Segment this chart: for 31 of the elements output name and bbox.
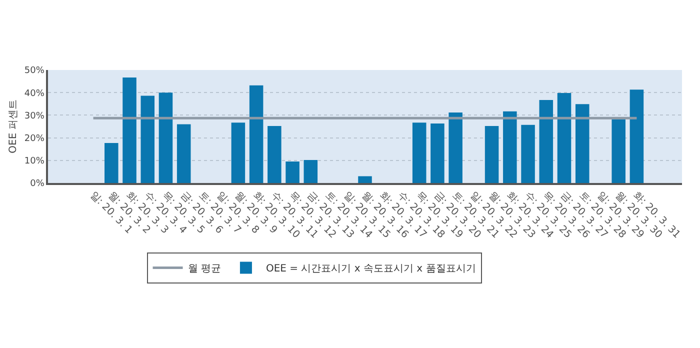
bar [484,126,499,183]
bar [575,104,590,183]
bar [176,124,191,183]
y-tick-label: 40% [24,88,45,99]
bar [448,112,462,183]
bar [286,162,300,183]
legend-label: 월 평균 [188,264,221,275]
bar [503,111,517,183]
bar [231,122,246,183]
legend-label: OEE = 시간표시기 x 속도표시기 x 품질표시기 [266,264,476,275]
bar [122,77,136,183]
bar [249,85,264,183]
y-tick-label: 50% [24,66,45,76]
bar [521,124,535,183]
bar [358,176,372,183]
bar [557,93,572,183]
bar [268,126,282,183]
bar [104,143,118,183]
y-tick-label: 30% [24,111,45,122]
bar [140,96,155,183]
bar [539,100,554,183]
bar [412,122,426,183]
bar [158,92,173,183]
bar [430,124,444,183]
bar [630,90,644,183]
bar [612,119,626,183]
y-tick-label: 0% [30,179,45,190]
y-tick-label: 20% [24,134,45,144]
bar [304,160,318,183]
y-tick-label: 10% [24,156,45,167]
y-axis-title: OEE 퍼센트 [8,100,19,154]
